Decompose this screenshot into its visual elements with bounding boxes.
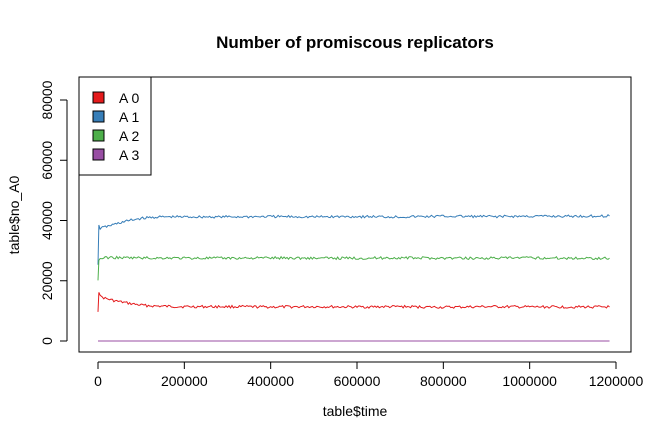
legend-swatch: [92, 91, 105, 104]
x-axis-label: table$time: [323, 403, 388, 419]
x-tick-label: 400000: [247, 373, 294, 389]
x-tick-label: 800000: [420, 373, 467, 389]
series-line-a1: [97, 213, 610, 265]
x-tick-label: 1000000: [502, 373, 557, 389]
legend-box: [78, 76, 152, 176]
legend-label: A 3: [119, 147, 139, 163]
x-tick-label: 0: [94, 373, 102, 389]
y-tick-label: 60000: [39, 141, 55, 180]
chart-title: Number of promiscous replicators: [216, 33, 494, 52]
legend-swatch: [92, 129, 105, 142]
series-layer: [97, 213, 610, 342]
x-tick-label: 200000: [161, 373, 208, 389]
y-tick-label: 80000: [39, 80, 55, 119]
plot-frame: [78, 76, 632, 353]
series-line-a2: [97, 255, 610, 281]
x-tick-label: 1200000: [589, 373, 644, 389]
y-tick-label: 0: [39, 337, 55, 345]
legend-label: A 2: [119, 128, 139, 144]
y-tick-label: 40000: [39, 201, 55, 240]
x-tick-label: 600000: [334, 373, 381, 389]
legend-label: A 0: [119, 90, 139, 106]
x-axis: 0 200000 400000 600000 800000 1000000 1200000: [94, 361, 644, 389]
legend: A 0 A 1 A 2 A 3: [78, 76, 152, 176]
y-axis: 0 20000 40000 60000 80000: [39, 80, 68, 345]
legend-swatch: [92, 110, 105, 123]
series-line-a0: [97, 292, 610, 312]
legend-swatch: [92, 148, 105, 161]
legend-label: A 1: [119, 109, 139, 125]
y-axis-label: table$no_A0: [6, 175, 22, 254]
y-tick-label: 20000: [39, 261, 55, 300]
